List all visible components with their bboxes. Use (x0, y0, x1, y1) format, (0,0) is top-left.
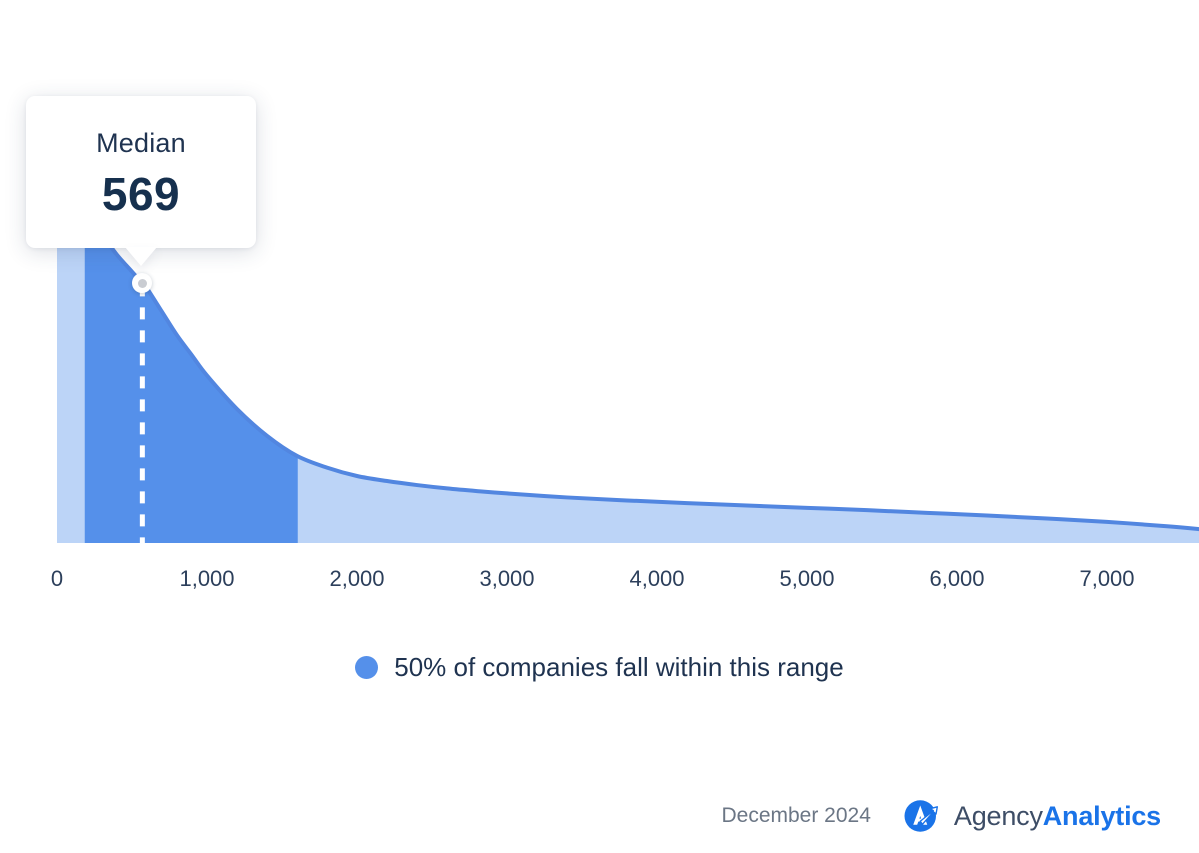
tooltip-value: 569 (101, 167, 181, 220)
legend-swatch-icon (355, 656, 379, 679)
brand-wordmark: AgencyAnalytics (954, 801, 1161, 832)
x-axis-tick-label: 5,000 (779, 566, 835, 591)
x-axis: 0 1,000 2,000 3,000 4,000 5,000 6,000 7,000 (0, 566, 1199, 600)
median-tooltip: Median 569 (26, 96, 256, 266)
distribution-area-highlight (84, 216, 298, 543)
x-axis-tick-label: 0 (50, 566, 64, 591)
x-axis-tick-label: 3,000 (479, 566, 535, 591)
x-axis-tick-label: 2,000 (329, 566, 385, 591)
x-axis-tick-label: 6,000 (929, 566, 985, 591)
agency-analytics-logo-icon (904, 800, 938, 832)
legend-label: 50% of companies fall within this range (394, 652, 844, 682)
distribution-area-svg (55, 206, 1199, 543)
brand-logo: AgencyAnalytics (901, 795, 1161, 837)
plot-area (0, 0, 1199, 560)
brand-wordmark-light: Agency (953, 800, 1043, 831)
x-axis-tick-label: 1,000 (179, 566, 235, 591)
footer-date: December 2024 (721, 804, 871, 827)
x-axis-tick-label: 4,000 (629, 566, 685, 591)
tooltip-pointer (125, 247, 157, 266)
x-axis-tick-label: 7,000 (1079, 566, 1135, 591)
brand-wordmark-bold: Analytics (1042, 800, 1161, 831)
chart-legend: 50% of companies fall within this range (0, 652, 1199, 683)
median-marker-dot (132, 273, 153, 294)
tooltip-label: Median (96, 127, 186, 158)
chart-footer: December 2024 AgencyAnalytics (721, 795, 1161, 837)
